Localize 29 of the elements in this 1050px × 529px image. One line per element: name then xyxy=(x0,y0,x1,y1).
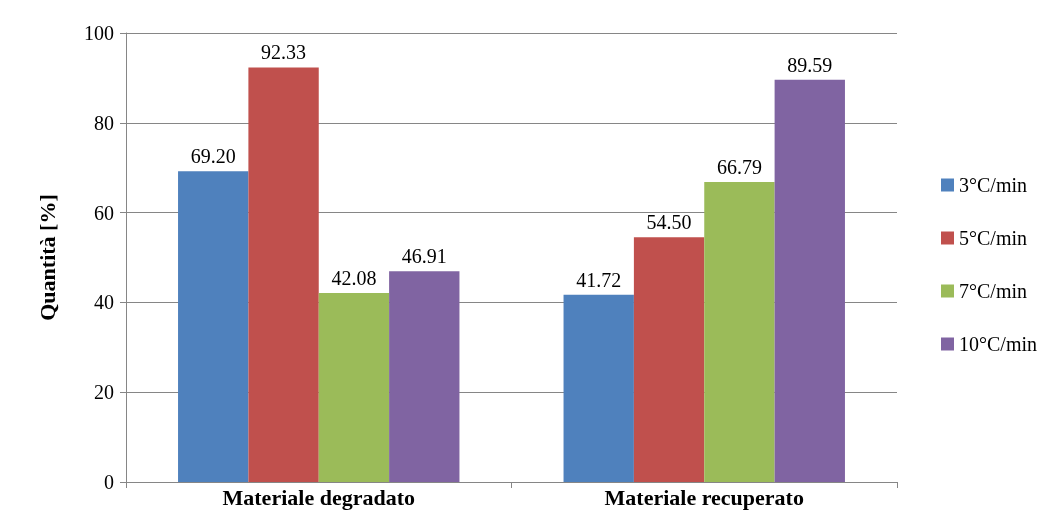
bar xyxy=(633,237,705,482)
y-tick-label: 80 xyxy=(94,111,114,134)
y-axis-title: Quantità [%] xyxy=(34,194,60,321)
data-label: 54.50 xyxy=(646,211,692,234)
data-label: 41.72 xyxy=(576,268,622,291)
legend-label: 10°C/min xyxy=(958,333,1038,355)
data-label: 66.79 xyxy=(716,156,762,179)
legend-label: 3°C/min xyxy=(958,174,1028,196)
data-label: 69.20 xyxy=(190,145,236,168)
bar xyxy=(248,67,319,482)
bar xyxy=(774,79,845,482)
y-tick-label: 60 xyxy=(94,201,114,224)
bar xyxy=(704,182,775,482)
legend-label: 7°C/min xyxy=(958,280,1028,302)
x-tick-label: Materiale recuperato xyxy=(604,484,804,510)
bar xyxy=(318,293,390,482)
bar xyxy=(563,294,634,482)
y-tick-label: 0 xyxy=(104,471,114,493)
bar xyxy=(389,271,460,482)
y-tick-label: 100 xyxy=(84,22,114,44)
data-label: 89.59 xyxy=(787,53,833,76)
y-tick-label: 40 xyxy=(94,291,114,314)
data-label: 46.91 xyxy=(401,245,447,268)
legend-label: 5°C/min xyxy=(958,227,1028,249)
x-tick-label: Materiale degradato xyxy=(222,484,415,510)
data-label: 92.33 xyxy=(261,41,307,64)
bar xyxy=(178,171,249,482)
data-label: 42.08 xyxy=(331,267,377,290)
y-tick-label: 20 xyxy=(94,381,114,404)
